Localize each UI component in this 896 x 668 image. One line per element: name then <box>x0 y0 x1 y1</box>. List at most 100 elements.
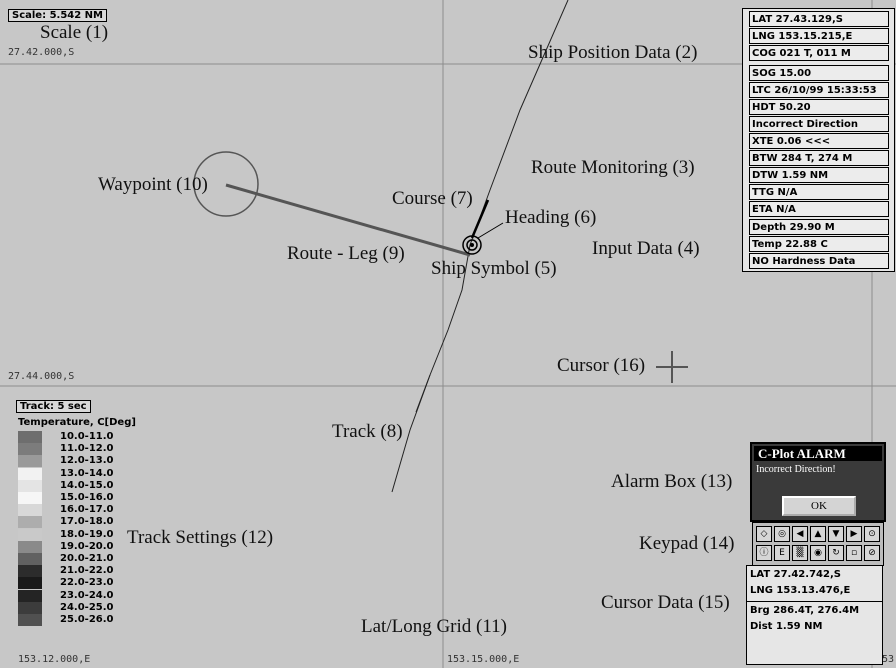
alarm-box: C-Plot ALARM Incorrect Direction! OK <box>750 442 886 522</box>
track-pointer <box>415 374 431 413</box>
legend-label: 19.0-20.0 <box>60 540 114 552</box>
event-icon[interactable]: E <box>774 545 790 561</box>
alarm-ok-button[interactable]: OK <box>782 496 856 516</box>
input-data-row: Depth 29.90 M <box>749 219 889 235</box>
legend-label: 12.0-13.0 <box>60 455 114 467</box>
legend-row: 14.0-15.0 <box>18 479 128 492</box>
route-leg-line <box>225 183 471 257</box>
legend-swatch <box>18 516 42 529</box>
grid-label-lng-1: 153.12.000,E <box>18 654 91 665</box>
pan-left-icon[interactable]: ◀ <box>792 526 808 542</box>
ship-data-row: BTW 284 T, 274 M <box>749 150 889 166</box>
callout-ship-position-data: Ship Position Data (2) <box>528 42 698 63</box>
legend-swatch <box>18 467 42 480</box>
zoom-in-icon[interactable]: ◇ <box>756 526 772 542</box>
keypad: ◇ ◎ ◀ ▲ ▼ ▶ ⊙ ⓘ E ▒ ◉ ↻ ▫ ⊘ <box>752 522 884 566</box>
alarm-title: C-Plot ALARM <box>754 446 882 461</box>
legend-row: 12.0-13.0 <box>18 455 128 468</box>
cursor-distance: Dist 1.59 NM <box>750 621 823 632</box>
pan-right-icon[interactable]: ▶ <box>846 526 862 542</box>
ship-symbol-center <box>470 243 474 247</box>
callout-track-settings: Track Settings (12) <box>127 527 274 548</box>
cancel-icon[interactable]: ⊘ <box>864 545 880 561</box>
callout-route-leg: Route - Leg (9) <box>287 243 405 264</box>
legend-label: 25.0-26.0 <box>60 614 114 625</box>
legend-label: 23.0-24.0 <box>60 589 114 601</box>
blank-key-icon[interactable]: ▫ <box>846 545 862 561</box>
legend-row: 19.0-20.0 <box>18 540 128 553</box>
callout-track: Track (8) <box>332 421 403 442</box>
legend-row: 20.0-21.0 <box>18 553 128 565</box>
legend-label: 24.0-25.0 <box>60 601 114 613</box>
legend-swatch <box>18 601 42 614</box>
legend-label: 22.0-23.0 <box>60 577 114 589</box>
refresh-icon[interactable]: ↻ <box>828 545 844 561</box>
legend-swatch <box>18 589 42 602</box>
ship-data-row: COG 021 T, 011 M <box>749 45 889 61</box>
legend-swatch <box>18 565 42 578</box>
legend-row: 11.0-12.0 <box>18 443 128 456</box>
callout-keypad: Keypad (14) <box>639 533 735 554</box>
ship-data-row: TTG N/A <box>749 184 889 200</box>
grid-label-lat-1: 27.42.000,S <box>8 47 75 58</box>
cursor-bearing: Brg 286.4T, 276.4M <box>750 605 860 616</box>
callout-input-data: Input Data (4) <box>592 238 700 259</box>
legend-label: 21.0-22.0 <box>60 565 114 577</box>
cursor-lng: LNG 153.13.476,E <box>750 585 851 596</box>
legend-row: 16.0-17.0 <box>18 504 128 517</box>
legend-row: 13.0-14.0 <box>18 467 128 480</box>
target-icon[interactable]: ◉ <box>810 545 826 561</box>
track-interval[interactable]: Track: 5 sec <box>16 400 91 413</box>
ship-data-row: SOG 15.00 <box>749 65 889 81</box>
legend-row: 25.0-26.0 <box>18 614 128 626</box>
callout-waypoint: Waypoint (10) <box>98 174 208 195</box>
legend-row: 17.0-18.0 <box>18 516 128 529</box>
pan-up-icon[interactable]: ▲ <box>810 526 826 542</box>
legend-swatch <box>18 614 42 626</box>
ship-data-row: XTE 0.06 <<< <box>749 133 889 149</box>
input-data-row: NO Hardness Data <box>749 253 889 269</box>
scale-indicator: Scale: 5.542 NM <box>8 9 108 22</box>
legend-swatch <box>18 431 42 443</box>
callout-ship-symbol: Ship Symbol (5) <box>431 258 557 279</box>
center-ship-icon[interactable]: ⊙ <box>864 526 880 542</box>
info-icon[interactable]: ⓘ <box>756 545 772 561</box>
course-vector <box>470 199 490 239</box>
legend-swatch <box>18 553 42 565</box>
callout-cursor: Cursor (16) <box>557 355 646 376</box>
legend-row: 21.0-22.0 <box>18 565 128 578</box>
cursor-lat: LAT 27.42.742,S <box>750 569 841 580</box>
legend-row: 18.0-19.0 <box>18 528 128 541</box>
legend-swatch <box>18 504 42 517</box>
legend-row: 23.0-24.0 <box>18 589 128 602</box>
cursor-data-panel: LAT 27.42.742,S LNG 153.13.476,E Brg 286… <box>746 565 883 665</box>
legend-label: 15.0-16.0 <box>60 492 114 503</box>
pan-down-icon[interactable]: ▼ <box>828 526 844 542</box>
ship-data-row: LTC 26/10/99 15:33:53 <box>749 82 889 98</box>
legend-swatch <box>18 455 42 468</box>
ship-symbol-outer <box>462 235 482 255</box>
callout-heading: Heading (6) <box>505 207 597 228</box>
callout-course: Course (7) <box>392 188 473 209</box>
zoom-out-icon[interactable]: ◎ <box>774 526 790 542</box>
grid-label-lng-3: 153 <box>876 654 895 665</box>
layer-icon[interactable]: ▒ <box>792 545 808 561</box>
ship-data-row: LAT 27.43.129,S <box>749 11 889 27</box>
track-legend-header: Temperature, C[Deg] <box>18 417 136 428</box>
heading-pointer <box>477 222 504 239</box>
legend-swatch <box>18 443 42 456</box>
ship-data-row: ETA N/A <box>749 201 889 217</box>
callout-scale: Scale (1) <box>40 22 109 43</box>
legend-swatch <box>18 540 42 553</box>
legend-swatch <box>18 492 42 504</box>
ship-data-row: LNG 153.15.215,E <box>749 28 889 44</box>
alarm-message: Incorrect Direction! <box>756 464 836 475</box>
legend-label: 16.0-17.0 <box>60 504 114 516</box>
legend-swatch <box>18 479 42 492</box>
legend-label: 10.0-11.0 <box>60 431 114 442</box>
legend-label: 18.0-19.0 <box>60 528 114 540</box>
legend-row: 10.0-11.0 <box>18 431 128 443</box>
waypoint-circle <box>193 151 259 217</box>
ship-symbol-inner <box>466 239 478 251</box>
